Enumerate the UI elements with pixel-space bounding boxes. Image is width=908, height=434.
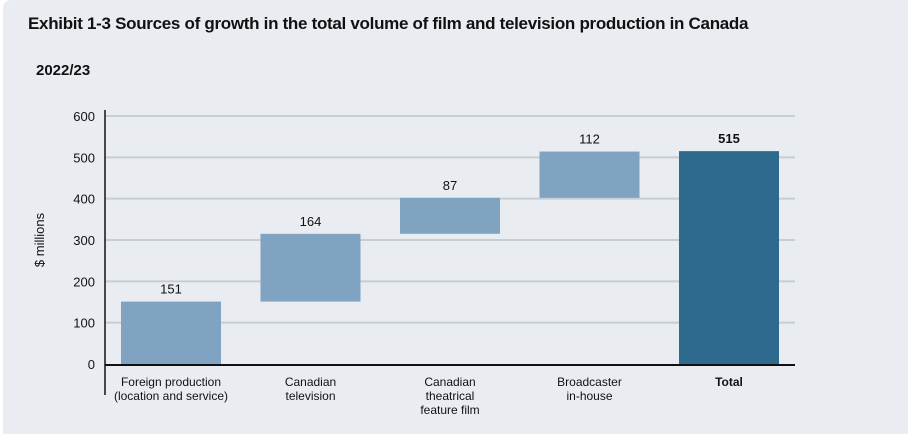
y-tick-label: 100 [73,316,95,331]
x-tick-label: Broadcaster [557,375,622,389]
y-tick-label: 0 [88,357,95,372]
x-tick-label: theatrical [426,389,475,403]
y-tick-label: 600 [73,109,95,124]
y-tick-label: 500 [73,150,95,165]
bar [260,233,361,302]
chart-title: Exhibit 1-3 Sources of growth in the tot… [28,14,749,33]
x-tick-label: Canadian [424,375,475,389]
y-tick-label: 300 [73,233,95,248]
bar [539,151,640,198]
data-label: 112 [579,132,600,147]
bar [400,197,500,234]
x-tick-label: Total [715,375,743,389]
x-tick-label: Foreign production [121,375,221,389]
data-label: 515 [718,131,740,146]
chart-subtitle: 2022/23 [36,62,91,79]
x-tick-label: (location and service) [114,389,228,403]
y-tick-label: 200 [73,274,95,289]
x-tick-label: Canadian [285,375,336,389]
y-tick-label: 400 [73,192,95,207]
data-label: 151 [160,282,182,297]
bar [121,301,221,364]
x-tick-label: feature film [420,403,479,417]
x-tick-label: television [285,389,335,403]
bar [679,151,779,364]
data-label: 87 [443,178,457,193]
y-axis-label: $ millions [32,212,47,267]
data-label: 164 [300,214,322,229]
x-tick-label: in-house [566,389,612,403]
